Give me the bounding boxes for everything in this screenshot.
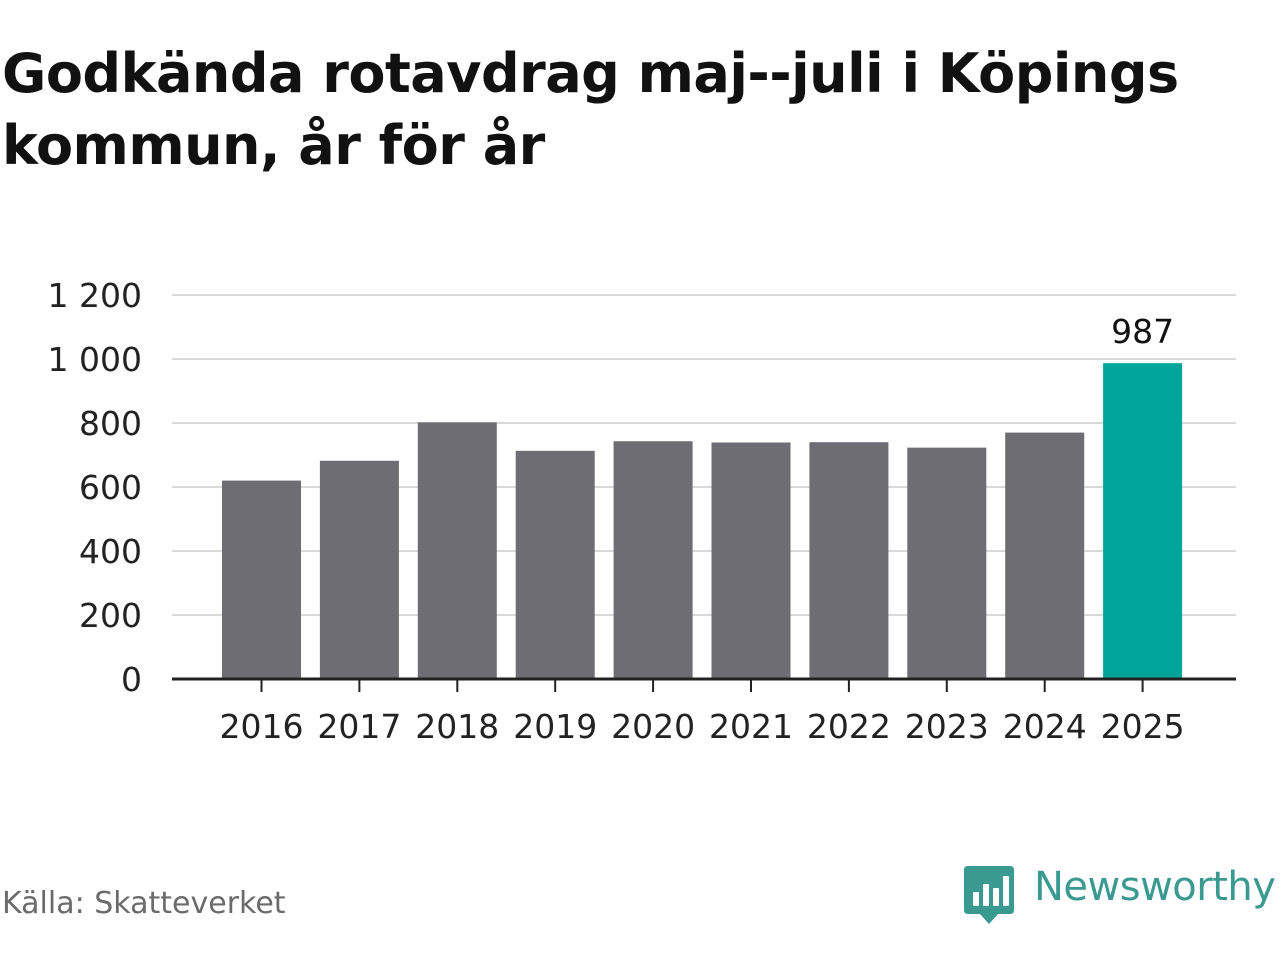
bar-2025 (1103, 363, 1183, 679)
x-tick-label: 2017 (317, 707, 401, 746)
x-tick-label: 2023 (905, 707, 989, 746)
y-tick-label: 600 (79, 468, 142, 507)
bar-2018 (417, 422, 497, 679)
bar-2024 (1005, 432, 1085, 679)
data-label: 987 (1111, 312, 1174, 351)
y-tick-label: 0 (121, 660, 142, 699)
x-axis-ticks: 2016 2017 2018 2019 2020 2021 2022 2023 2024 2025 (220, 679, 1185, 746)
x-tick-label: 2024 (1003, 707, 1087, 746)
y-tick-label: 1 000 (48, 340, 142, 379)
newsworthy-logo-icon (964, 866, 1014, 924)
source-note: Källa: Skatteverket (2, 886, 286, 921)
x-tick-label: 2018 (415, 707, 499, 746)
bars (222, 363, 1183, 679)
x-tick-label: 2021 (709, 707, 793, 746)
bar-2017 (319, 460, 399, 679)
chart-title: Godkända rotavdrag maj--juli i Köpings k… (2, 42, 1179, 177)
bar-2020 (613, 441, 693, 679)
x-tick-label: 2025 (1101, 707, 1185, 746)
y-axis-ticks: 0 200 400 600 800 1 000 1 200 (48, 276, 142, 699)
bar-2016 (222, 480, 301, 679)
x-tick-label: 2022 (807, 707, 891, 746)
brand-name: Newsworthy (1034, 864, 1276, 910)
bar-chart: 0 200 400 600 800 1 000 1 200 2016 2017 2018 2019… (48, 276, 1236, 746)
x-tick-label: 2016 (220, 707, 304, 746)
x-tick-label: 2020 (611, 707, 695, 746)
y-tick-label: 200 (79, 596, 142, 635)
y-tick-label: 800 (79, 404, 142, 443)
y-tick-label: 400 (79, 532, 142, 571)
data-labels: 987 (1111, 312, 1174, 351)
y-tick-label: 1 200 (48, 276, 142, 315)
x-tick-label: 2019 (513, 707, 597, 746)
brand-logo: Newsworthy (964, 864, 1276, 926)
bar-2023 (907, 447, 987, 679)
bar-2019 (515, 450, 595, 679)
bar-2022 (809, 442, 889, 679)
bar-2021 (711, 442, 791, 679)
